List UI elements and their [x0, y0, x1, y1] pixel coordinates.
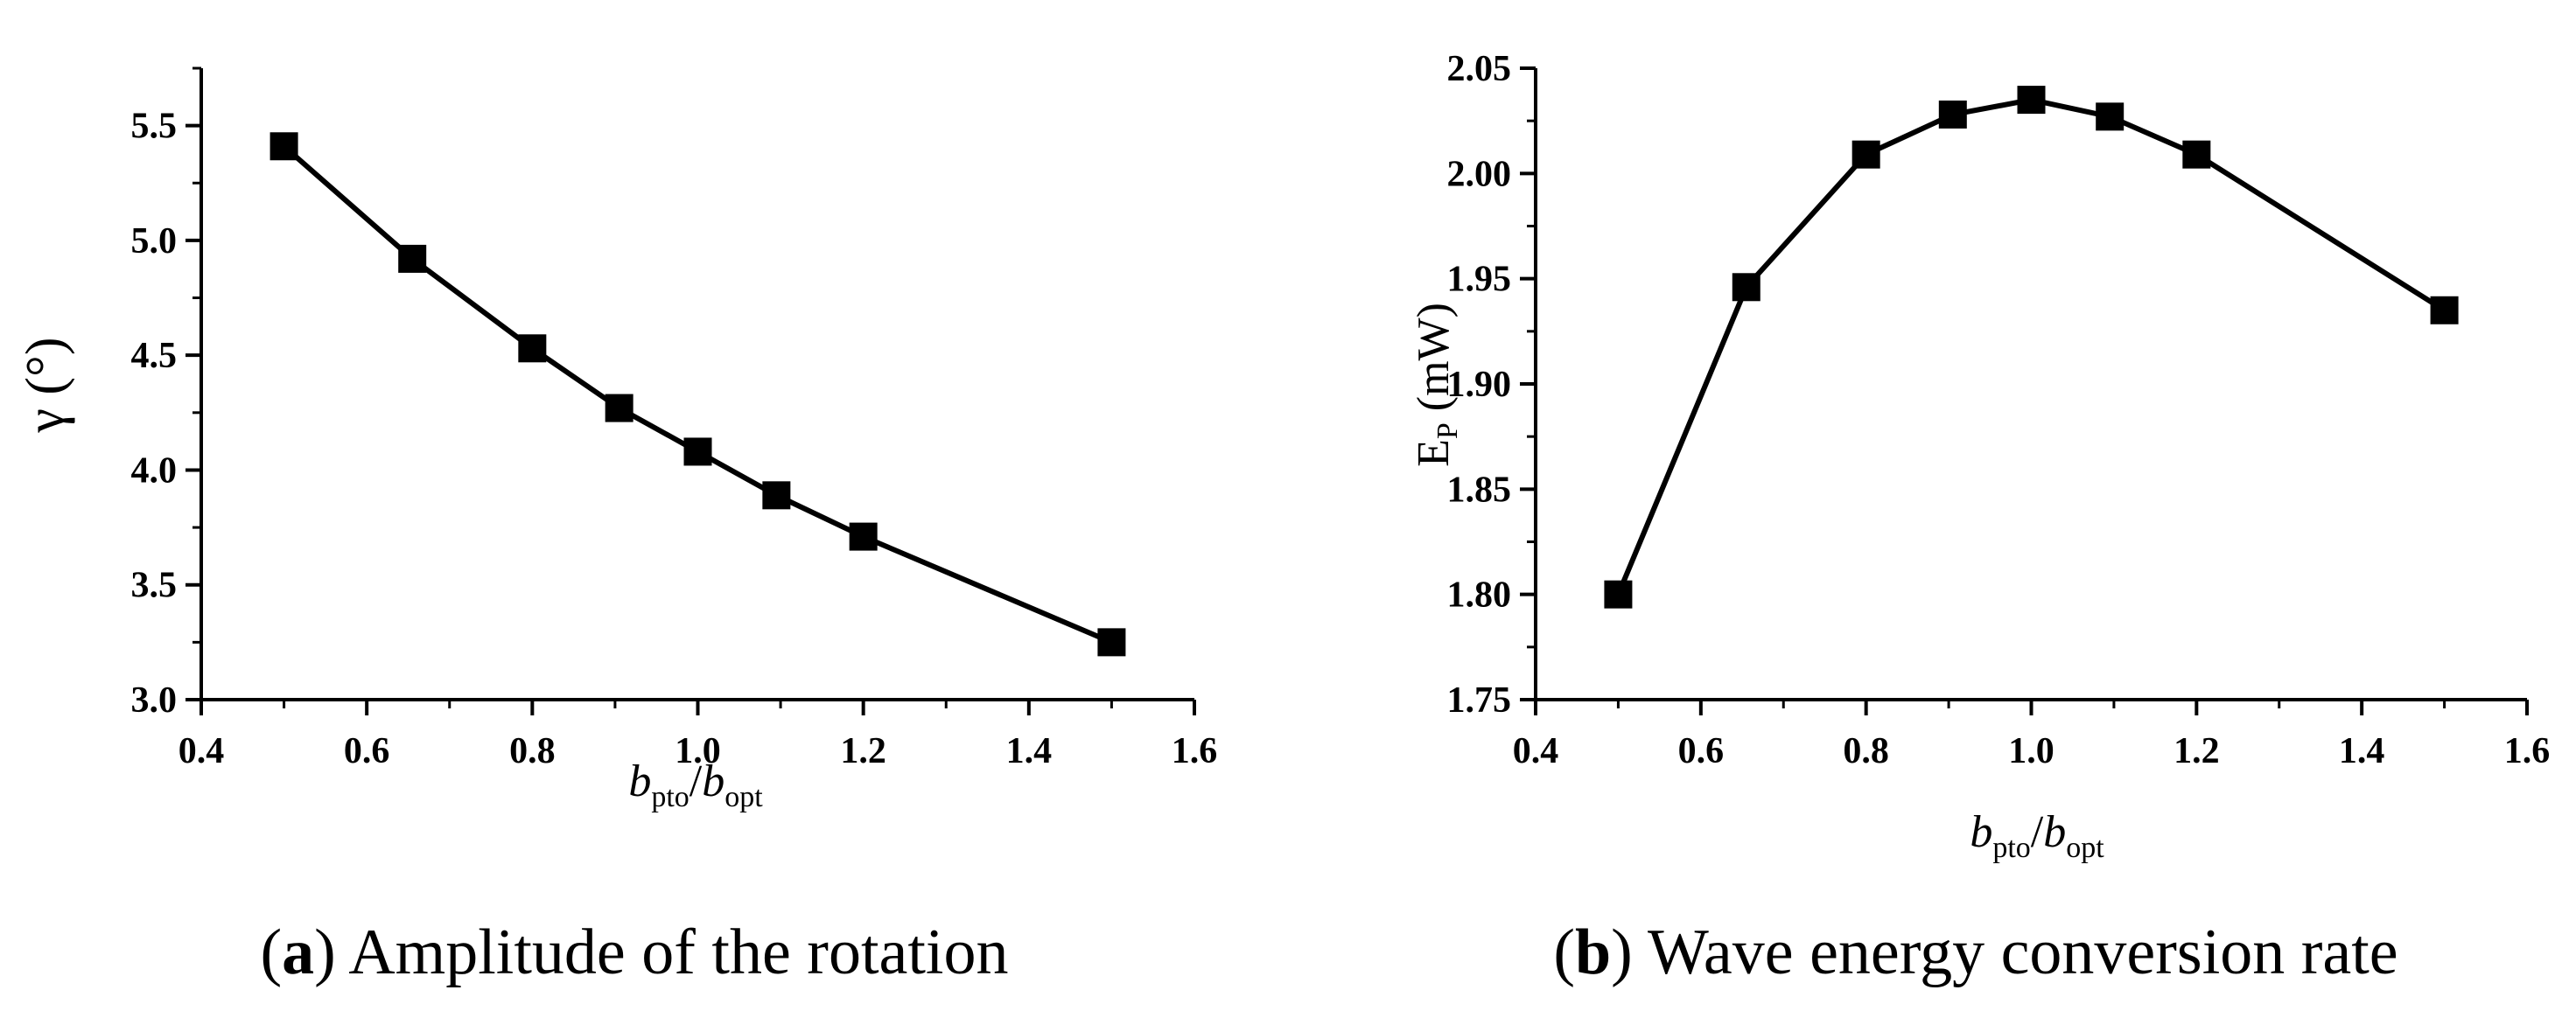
data-point-a	[605, 394, 634, 422]
data-point-a	[849, 522, 878, 551]
y-tick-label-a: 5.5	[131, 107, 178, 147]
series-line-a	[282, 144, 1113, 645]
y-tick-label-b: 1.85	[1447, 470, 1512, 510]
x-tick-label-a: 1.2	[840, 731, 886, 771]
data-point-b	[2017, 86, 2046, 115]
data-point-b	[1732, 273, 1760, 302]
x-tick-label-b: 1.0	[2008, 731, 2054, 771]
x-tick-label-b: 1.2	[2174, 731, 2220, 771]
data-point-b	[2182, 140, 2211, 169]
ylabel-b: EP (mW)	[1409, 303, 1464, 467]
y-tick-label-b: 2.05	[1447, 49, 1512, 89]
panel-b: 0.4 0.6 0.8 1.0 1.2 1.4 1.6 1.75 1.80 1.85 1.90 1.9…	[1409, 49, 2550, 988]
x-tick-label-a: 1.6	[1172, 731, 1218, 771]
xlabel-a: bpto/bopt	[628, 757, 763, 813]
data-point-a	[518, 334, 547, 363]
data-point-a	[270, 132, 298, 161]
y-tick-label-b: 1.95	[1447, 260, 1512, 300]
data-point-b	[1852, 140, 1880, 169]
y-tick-label-a: 3.5	[131, 566, 178, 606]
x-tick-label-b: 1.4	[2339, 731, 2385, 771]
plot-b: 0.4 0.6 0.8 1.0 1.2 1.4 1.6 1.75 1.80 1.85 1.90 1.9…	[1447, 49, 2551, 771]
x-tick-label-b: 0.8	[1843, 731, 1889, 771]
y-tick-label-a: 5.0	[131, 221, 178, 261]
caption-b: (b) Wave energy conversion rate	[1553, 917, 2398, 988]
data-point-a	[683, 437, 712, 466]
y-tick-label-b: 1.80	[1447, 575, 1512, 616]
x-tick-label-a: 0.8	[509, 731, 556, 771]
data-point-b	[2430, 296, 2459, 324]
y-tick-label-a: 4.5	[131, 336, 178, 376]
x-tick-label-b: 0.4	[1513, 731, 1559, 771]
y-tick-label-b: 1.90	[1447, 365, 1512, 405]
xlabel-b: bpto/bopt	[1970, 807, 2104, 864]
data-point-b	[2096, 102, 2124, 131]
x-tick-label-a: 1.4	[1006, 731, 1053, 771]
y-tick-label-a: 4.0	[131, 450, 178, 491]
data-point-a	[398, 244, 427, 273]
x-tick-label-a: 0.6	[344, 731, 390, 771]
x-tick-label-a: 1.0	[675, 731, 721, 771]
data-point-a	[762, 481, 791, 510]
data-point-a	[1097, 628, 1126, 657]
x-tick-label-b: 1.6	[2504, 731, 2551, 771]
data-point-b	[1604, 580, 1633, 609]
series-line-b	[1615, 97, 2446, 596]
data-point-b	[1938, 100, 1967, 129]
y-tick-label-a: 3.0	[131, 680, 178, 721]
x-tick-label-b: 0.6	[1678, 731, 1725, 771]
plot-a: 0.4 0.6 0.8 1.0 1.2 1.4 1.6 3.0 3.5 4.0 4.5 5.0 5.5	[131, 66, 1218, 771]
x-tick-label-a: 0.4	[178, 731, 225, 771]
ylabel-a: γ (°)	[16, 338, 75, 434]
y-tick-label-b: 1.75	[1447, 680, 1512, 721]
caption-a: (a) Amplitude of the rotation	[261, 917, 1009, 988]
panel-a: 0.4 0.6 0.8 1.0 1.2 1.4 1.63.03.54.04.55.05.5 …	[16, 66, 1218, 988]
y-tick-label-b: 2.00	[1447, 154, 1512, 194]
